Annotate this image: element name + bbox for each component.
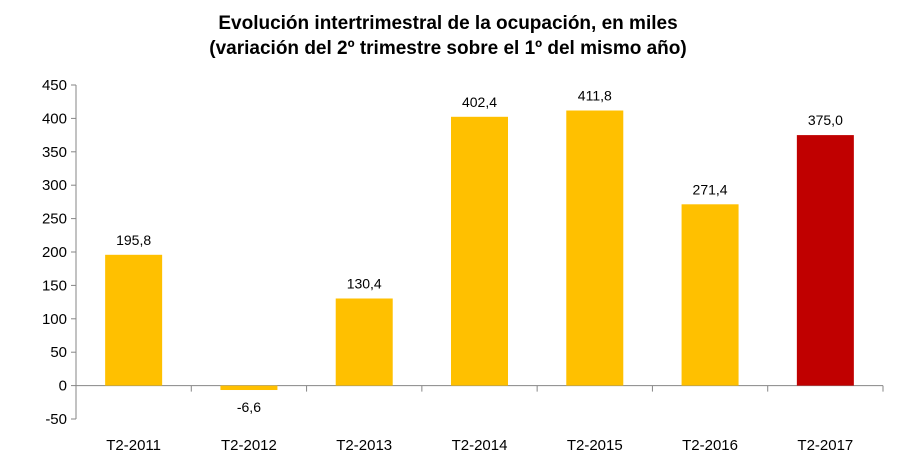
chart-title-line-1: Evolución intertrimestral de la ocupació… [218, 13, 677, 34]
x-tick-label: T2-2013 [336, 437, 392, 454]
y-tick-label: 300 [42, 177, 67, 194]
bar-t2-2016 [681, 204, 739, 386]
x-tick-label: T2-2017 [797, 437, 853, 454]
y-tick-label: 400 [42, 110, 67, 127]
data-label: 375,0 [808, 112, 843, 128]
y-tick-label: 250 [42, 211, 67, 228]
bar-t2-2012 [220, 385, 278, 391]
y-tick-label: -50 [45, 411, 67, 428]
x-tick-label: T2-2014 [452, 437, 508, 454]
chart-title-line-2: (variación del 2º trimestre sobre el 1º … [209, 38, 686, 59]
data-label: 195,8 [116, 232, 151, 248]
data-label: 130,4 [347, 275, 382, 291]
x-tick-label: T2-2015 [567, 437, 623, 454]
data-label: 402,4 [462, 94, 497, 110]
y-tick-label: 50 [50, 344, 67, 361]
data-label: 271,4 [693, 181, 728, 197]
bar-t2-2014 [451, 116, 508, 386]
x-tick-label: T2-2011 [106, 437, 161, 454]
y-tick-label: 150 [42, 277, 67, 294]
y-tick-label: 200 [42, 244, 67, 261]
bar-t2-2017 [796, 135, 854, 386]
y-tick-label: 350 [42, 144, 67, 161]
data-label: -6,6 [237, 399, 261, 415]
x-tick-label: T2-2016 [682, 437, 738, 454]
bar-t2-2011 [105, 254, 163, 386]
y-tick-label: 450 [42, 77, 67, 94]
data-label: 411,8 [578, 88, 612, 104]
bar-t2-2013 [335, 298, 393, 386]
y-tick-label: 0 [59, 378, 67, 395]
x-tick-label: T2-2012 [221, 437, 277, 454]
bar-t2-2015 [566, 110, 624, 386]
y-tick-label: 100 [42, 311, 67, 328]
